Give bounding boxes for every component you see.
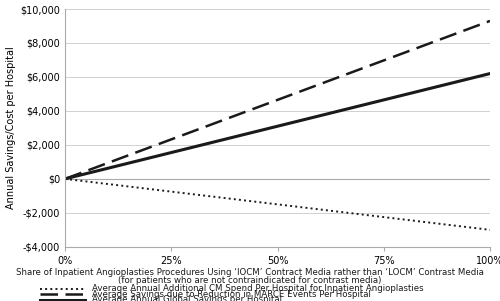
Text: Average Annual Global Savings per Hospital: Average Annual Global Savings per Hospit… (92, 295, 282, 301)
Text: Share of Inpatient Angioplasties Procedures Using ‘IOCM’ Contract Media rather t: Share of Inpatient Angioplasties Procedu… (16, 268, 484, 277)
Text: Average Savings due to Reduction in MARCE Events Per Hospital: Average Savings due to Reduction in MARC… (92, 290, 372, 299)
Text: Average Annual Additional CM Spend Per Hospital for Inpatient Angioplasties: Average Annual Additional CM Spend Per H… (92, 284, 424, 293)
Text: (for patients who are not contraindicated for contrast media): (for patients who are not contraindicate… (118, 276, 382, 285)
Y-axis label: Annual Savings/Cost per Hospital: Annual Savings/Cost per Hospital (6, 47, 16, 209)
